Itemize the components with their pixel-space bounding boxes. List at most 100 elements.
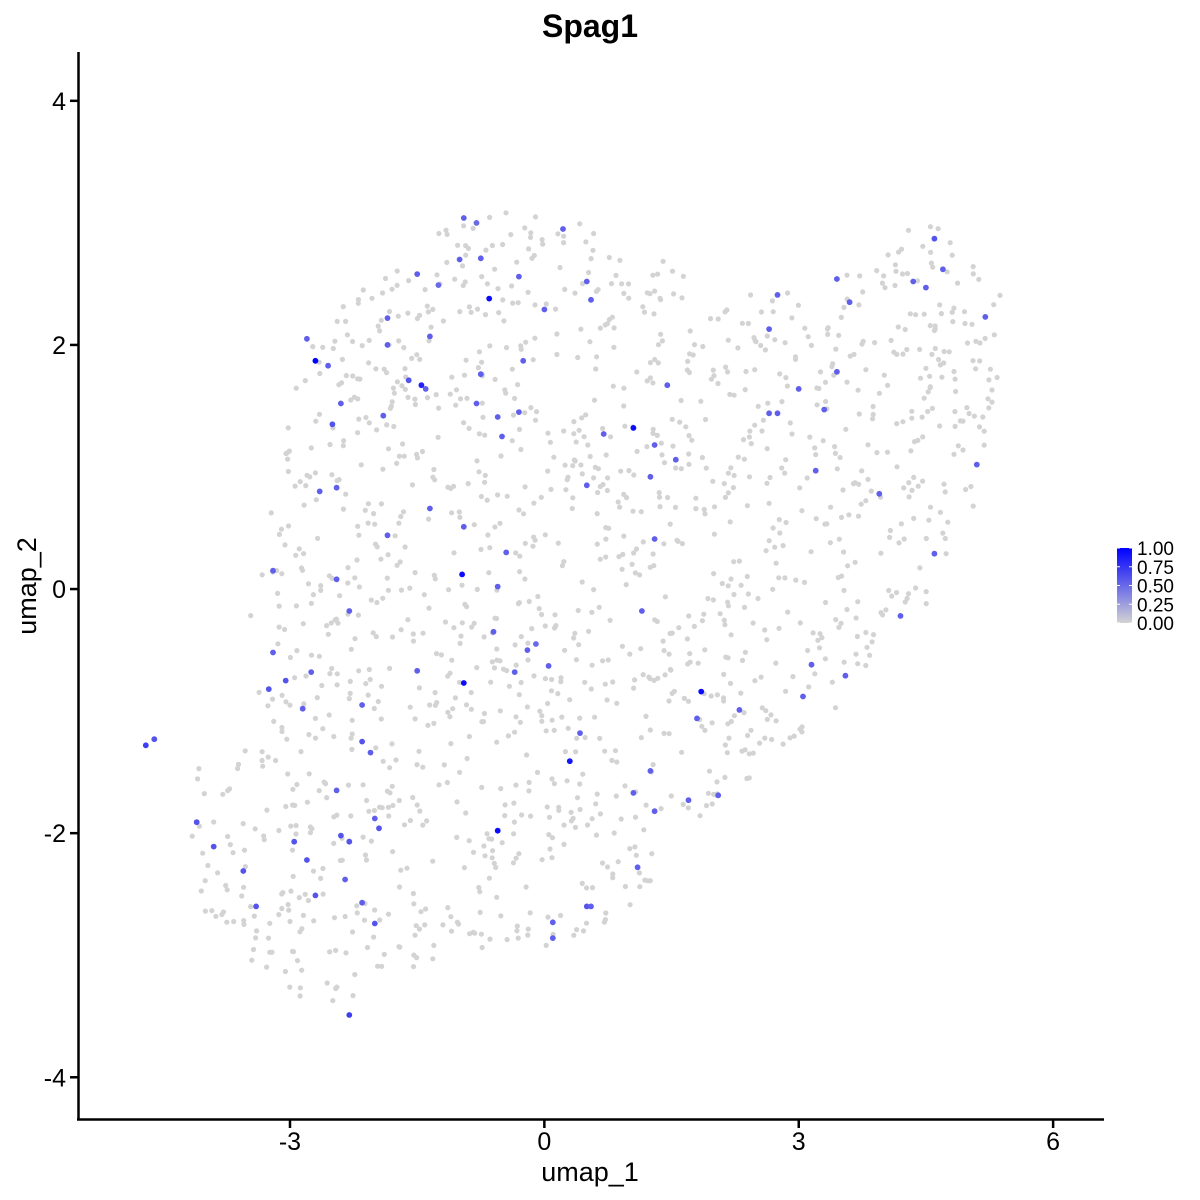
expressing-cell-point <box>795 386 802 392</box>
cell-point <box>389 399 395 405</box>
cell-point <box>832 705 839 711</box>
cell-point <box>401 345 407 351</box>
cell-point <box>316 788 322 794</box>
cell-point <box>479 400 485 406</box>
cell-point <box>651 311 657 317</box>
cell-point <box>412 716 418 722</box>
cell-point <box>354 557 360 563</box>
cell-point <box>981 428 987 434</box>
expressing-cell-point <box>499 433 505 440</box>
cell-point <box>680 801 686 808</box>
cell-point <box>669 630 675 636</box>
cell-point <box>425 309 431 315</box>
cell-point <box>259 572 265 578</box>
cell-point <box>482 312 489 318</box>
cell-point <box>684 636 691 642</box>
cell-point <box>731 559 737 565</box>
cell-point <box>627 846 633 852</box>
cell-point <box>744 775 750 782</box>
cell-point <box>926 517 932 523</box>
cell-point <box>636 870 643 876</box>
cell-point <box>349 929 356 935</box>
cell-point <box>580 281 586 287</box>
cell-point <box>427 702 433 708</box>
cell-point <box>530 357 536 363</box>
cell-point <box>310 592 316 598</box>
cell-point <box>519 812 525 818</box>
cell-point <box>927 323 933 329</box>
cell-point <box>758 342 764 349</box>
cell-point <box>296 895 302 901</box>
expressing-cell-point <box>694 715 700 722</box>
cell-point <box>686 613 692 619</box>
cell-point <box>898 521 905 527</box>
cell-point <box>686 451 692 457</box>
cell-point <box>330 998 336 1004</box>
colorbar-legend: 1.000.750.500.250.00 <box>1117 539 1174 635</box>
cell-point <box>542 532 548 538</box>
cell-point <box>303 483 309 489</box>
expressing-cell-point <box>766 410 772 417</box>
cell-point <box>647 375 654 381</box>
expressing-cell-point <box>270 567 276 574</box>
cell-point <box>242 864 248 870</box>
cell-point <box>426 516 432 522</box>
x-tick-label: 6 <box>1046 1128 1060 1156</box>
cell-point <box>400 441 406 447</box>
cell-point <box>432 702 438 708</box>
cell-point <box>282 626 288 633</box>
expressing-cell-point <box>647 768 654 774</box>
cell-point <box>468 689 474 696</box>
cell-point <box>952 409 958 415</box>
cell-point <box>549 776 555 782</box>
cell-point <box>838 514 845 521</box>
cell-point <box>497 708 503 714</box>
expressing-cell-point <box>533 641 539 647</box>
cell-point <box>430 858 436 864</box>
cell-point <box>773 718 779 724</box>
expressing-cell-point <box>834 368 840 375</box>
cell-point <box>426 338 432 344</box>
cell-point <box>632 844 638 850</box>
cell-point <box>304 799 310 805</box>
cell-point <box>205 862 211 869</box>
cell-point <box>555 691 561 697</box>
cell-point <box>647 291 653 297</box>
points-layer <box>142 210 1003 1018</box>
cell-point <box>445 905 451 911</box>
expressing-cell-point <box>333 787 340 794</box>
cell-point <box>616 554 622 560</box>
cell-point <box>669 416 675 422</box>
cell-point <box>461 223 467 229</box>
cell-point <box>391 390 397 396</box>
cell-point <box>555 231 561 237</box>
cell-point <box>856 481 862 487</box>
expressing-cell-point <box>897 613 904 619</box>
cell-point <box>518 446 524 453</box>
cell-point <box>362 852 369 858</box>
cell-point <box>782 575 788 581</box>
cell-point <box>259 749 265 755</box>
cell-point <box>407 817 413 824</box>
expressing-cell-point <box>346 608 353 614</box>
cell-point <box>743 368 749 375</box>
cell-point <box>558 912 564 919</box>
cell-point <box>449 510 455 516</box>
cell-point <box>330 345 336 352</box>
cell-point <box>539 611 545 618</box>
cell-point <box>432 576 438 582</box>
cell-point <box>561 841 567 848</box>
cell-point <box>915 483 921 489</box>
cell-point <box>500 297 506 303</box>
cell-point <box>846 512 852 518</box>
cell-point <box>609 757 615 764</box>
cell-point <box>685 358 691 364</box>
cell-point <box>841 587 847 594</box>
cell-point <box>504 493 510 499</box>
cell-point <box>202 878 208 884</box>
cell-point <box>711 504 718 510</box>
cell-point <box>661 460 668 466</box>
cell-point <box>621 385 627 391</box>
cell-point <box>893 589 900 596</box>
cell-point <box>487 214 493 220</box>
